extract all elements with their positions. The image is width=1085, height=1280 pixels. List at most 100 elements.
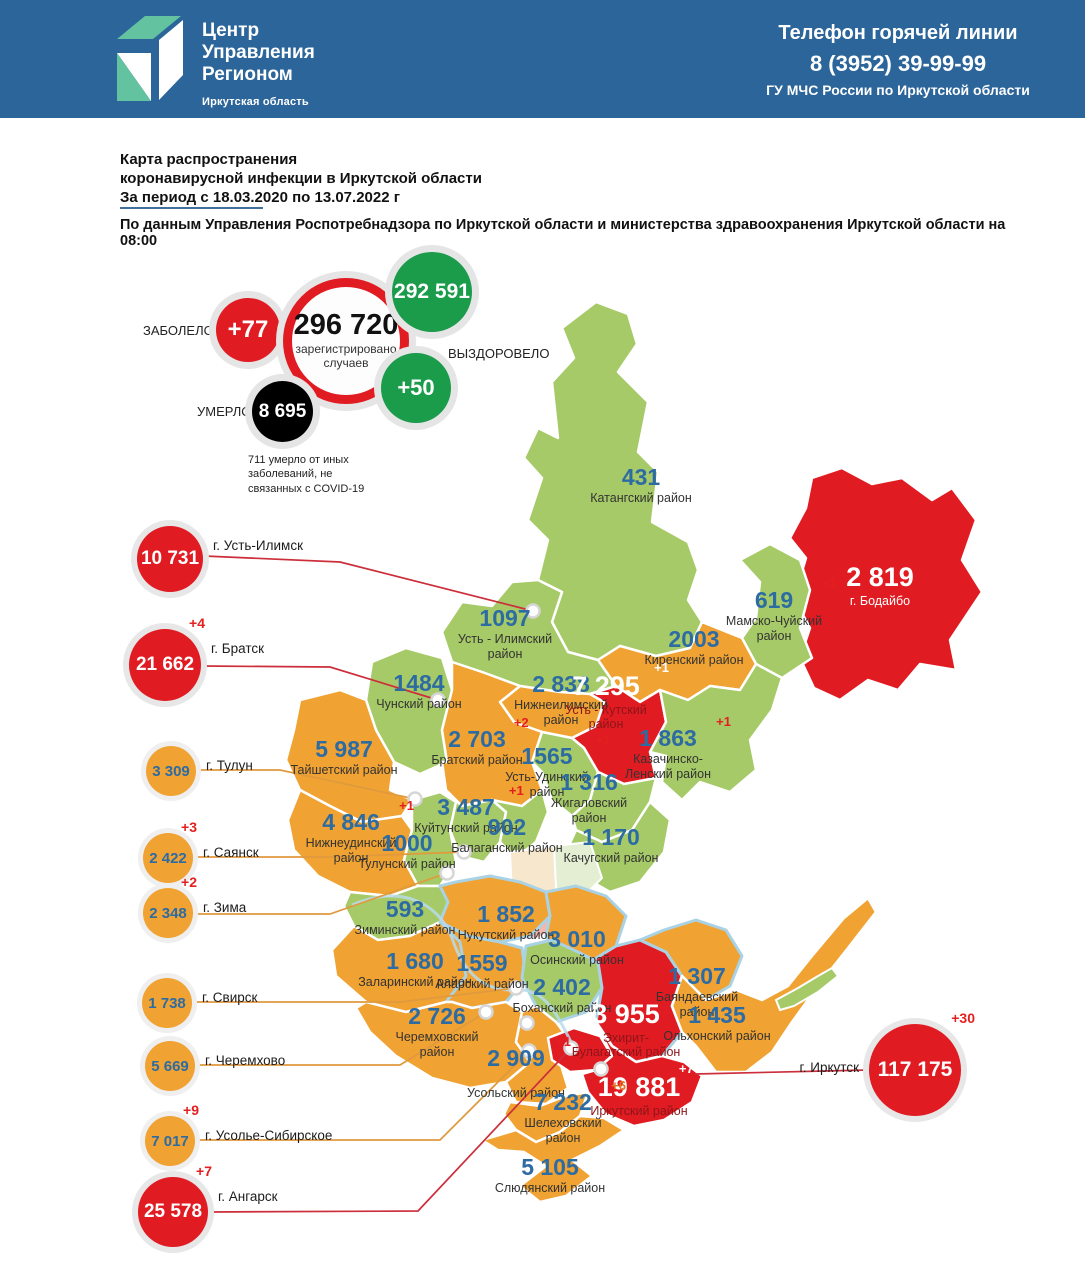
city-dot-tulun <box>407 791 423 807</box>
city-dot-usolye <box>521 1043 537 1059</box>
city-dot-zima <box>439 865 455 881</box>
city-value: 21 662 <box>135 654 195 675</box>
city-callout-svirsk: 1 738 г. Свирск <box>142 978 257 1028</box>
title-divider <box>120 207 263 209</box>
district-bodaibo <box>788 466 984 702</box>
city-value: 2 422 <box>149 849 187 867</box>
city-value-circle: 7 017 <box>145 1116 195 1166</box>
connector-cheremkhovo <box>195 1011 487 1066</box>
connector-sayansk <box>193 851 465 858</box>
city-name: г. Усть-Илимск <box>213 538 303 553</box>
city-dot-bratsk <box>430 692 446 708</box>
city-value-circle: 2 348 <box>143 888 193 938</box>
olkhon-island <box>774 966 840 1012</box>
district-mamsko-chuysky <box>738 542 814 680</box>
city-delta: +2 <box>181 874 197 890</box>
city-value-circle: 21 662 <box>129 629 201 701</box>
city-value: 1 738 <box>148 994 186 1012</box>
city-value-circle: 1 738 <box>142 978 192 1028</box>
connector-irkutsk <box>694 1069 870 1075</box>
title-line1: Карта распространения <box>120 151 298 168</box>
city-callout-ust-ilimsk: 10 731 г. Усть-Илимск <box>137 526 303 592</box>
city-name: г. Зима <box>203 900 247 915</box>
connector-angarsk <box>207 1047 572 1213</box>
city-value-circle: 10 731 <box>137 526 203 592</box>
city-name: г. Саянск <box>203 845 259 860</box>
city-value: 117 175 <box>877 1058 953 1081</box>
district-slyudyansky <box>480 1114 626 1204</box>
city-callout-cheremkhovo: 5 669 г. Черемхово <box>145 1041 285 1091</box>
district-kuytunsky <box>444 790 508 864</box>
died-label: УМЕРЛО <box>197 404 252 419</box>
recovered-circle: 292 591 <box>392 252 472 332</box>
city-value-circle: 117 175 <box>869 1024 961 1116</box>
city-dot-svirsk <box>508 980 524 996</box>
river-angara <box>351 894 574 1045</box>
city-delta: +7 <box>196 1163 212 1179</box>
hotline-phone-number: 8 (3952) 39-99-99 <box>809 51 987 76</box>
city-name: г. Черемхово <box>205 1053 286 1068</box>
city-callout-tulun: 3 309 г. Тулун <box>146 746 253 796</box>
city-name: г. Усолье-Сибирское <box>205 1128 333 1143</box>
city-value-circle: 2 422 <box>143 833 193 883</box>
logo-text: Центр Управления Регионом Иркутская обла… <box>202 20 315 109</box>
city-dot-irkutsk <box>593 1061 609 1077</box>
hotline-block: Телефон горячей линии 8 (3952) 39-99-99 … <box>733 22 1063 98</box>
city-callout-sayansk: +3 2 422 г. Саянск <box>143 819 259 883</box>
recovered-delta-circle: +50 <box>381 353 451 423</box>
header-bar: Центр Управления Регионом Иркутская обла… <box>0 0 1085 118</box>
died-footnote: 711 умерло от иных заболеваний, не связа… <box>248 454 365 495</box>
logo-line3: Регионом <box>202 64 293 86</box>
connector-svirsk <box>192 987 517 1003</box>
connector-bratsk <box>200 665 439 701</box>
sick-delta-value: +77 <box>227 316 269 343</box>
connector-tulun <box>196 769 416 800</box>
city-value: 3 309 <box>152 762 190 780</box>
city-delta: +9 <box>183 1102 199 1118</box>
city-callout-zima: +2 2 348 г. Зима <box>143 874 246 938</box>
city-name: г. Свирск <box>202 990 258 1005</box>
city-callout-angarsk: +7 25 578 г. Ангарск <box>138 1163 278 1247</box>
city-callout-irkutsk: +30 117 175 г. Иркутск <box>800 1010 975 1116</box>
city-delta: +4 <box>189 615 205 631</box>
city-value-circle: 25 578 <box>138 1177 208 1247</box>
district-taishetsky <box>284 688 414 824</box>
page-title: Карта распространения коронавирусной инф… <box>120 150 482 208</box>
hotline-title: Телефон горячей линии <box>778 22 1018 44</box>
city-dot-cheremkhovo <box>478 1004 494 1020</box>
recovered-value: 292 591 <box>394 280 470 303</box>
city-value: 25 578 <box>143 1201 203 1222</box>
city-dot-extra <box>519 1015 535 1031</box>
logo-line2: Управления <box>202 42 315 64</box>
city-delta: +3 <box>181 819 197 835</box>
recovered-delta-value: +50 <box>397 375 435 400</box>
connector-usolye <box>195 1050 530 1141</box>
district-kazachinsko-lensky <box>648 662 784 802</box>
city-callout-bratsk: +4 21 662 г. Братск <box>129 615 264 701</box>
district-usolsky <box>504 1004 570 1106</box>
tsur-logo-icon <box>117 16 183 101</box>
hotline-organization: ГУ МЧС России по Иркутской области <box>766 82 1030 98</box>
city-value: 5 669 <box>151 1057 189 1075</box>
district-balagansky <box>490 788 550 860</box>
died-value: 8 695 <box>258 400 307 422</box>
died-circle: 8 695 <box>252 381 313 442</box>
city-value-circle: 5 669 <box>145 1041 195 1091</box>
city-dot-angarsk <box>563 1040 579 1056</box>
sick-label: ЗАБОЛЕЛО <box>143 323 214 338</box>
city-value: 2 348 <box>149 904 187 922</box>
registered-circle: 296 720 зарегистрировано случаев <box>283 278 409 404</box>
district-irkutsky <box>580 1020 704 1128</box>
city-value-circle: 3 309 <box>146 746 196 796</box>
city-name: г. Иркутск <box>799 1060 859 1075</box>
city-name: г. Тулун <box>206 758 253 773</box>
registered-label: зарегистрировано случаев <box>295 342 397 370</box>
city-name: г. Братск <box>211 641 265 656</box>
data-source-line: По данным Управления Роспотребнадзора по… <box>120 217 1006 249</box>
city-callout-usolye-sibirskoe: +9 7 017 г. Усолье-Сибирское <box>145 1102 332 1166</box>
logo-line1: Центр <box>202 20 260 41</box>
registered-value: 296 720 <box>293 309 399 342</box>
recovered-label: ВЫЗДОРОВЕЛО <box>448 346 550 361</box>
